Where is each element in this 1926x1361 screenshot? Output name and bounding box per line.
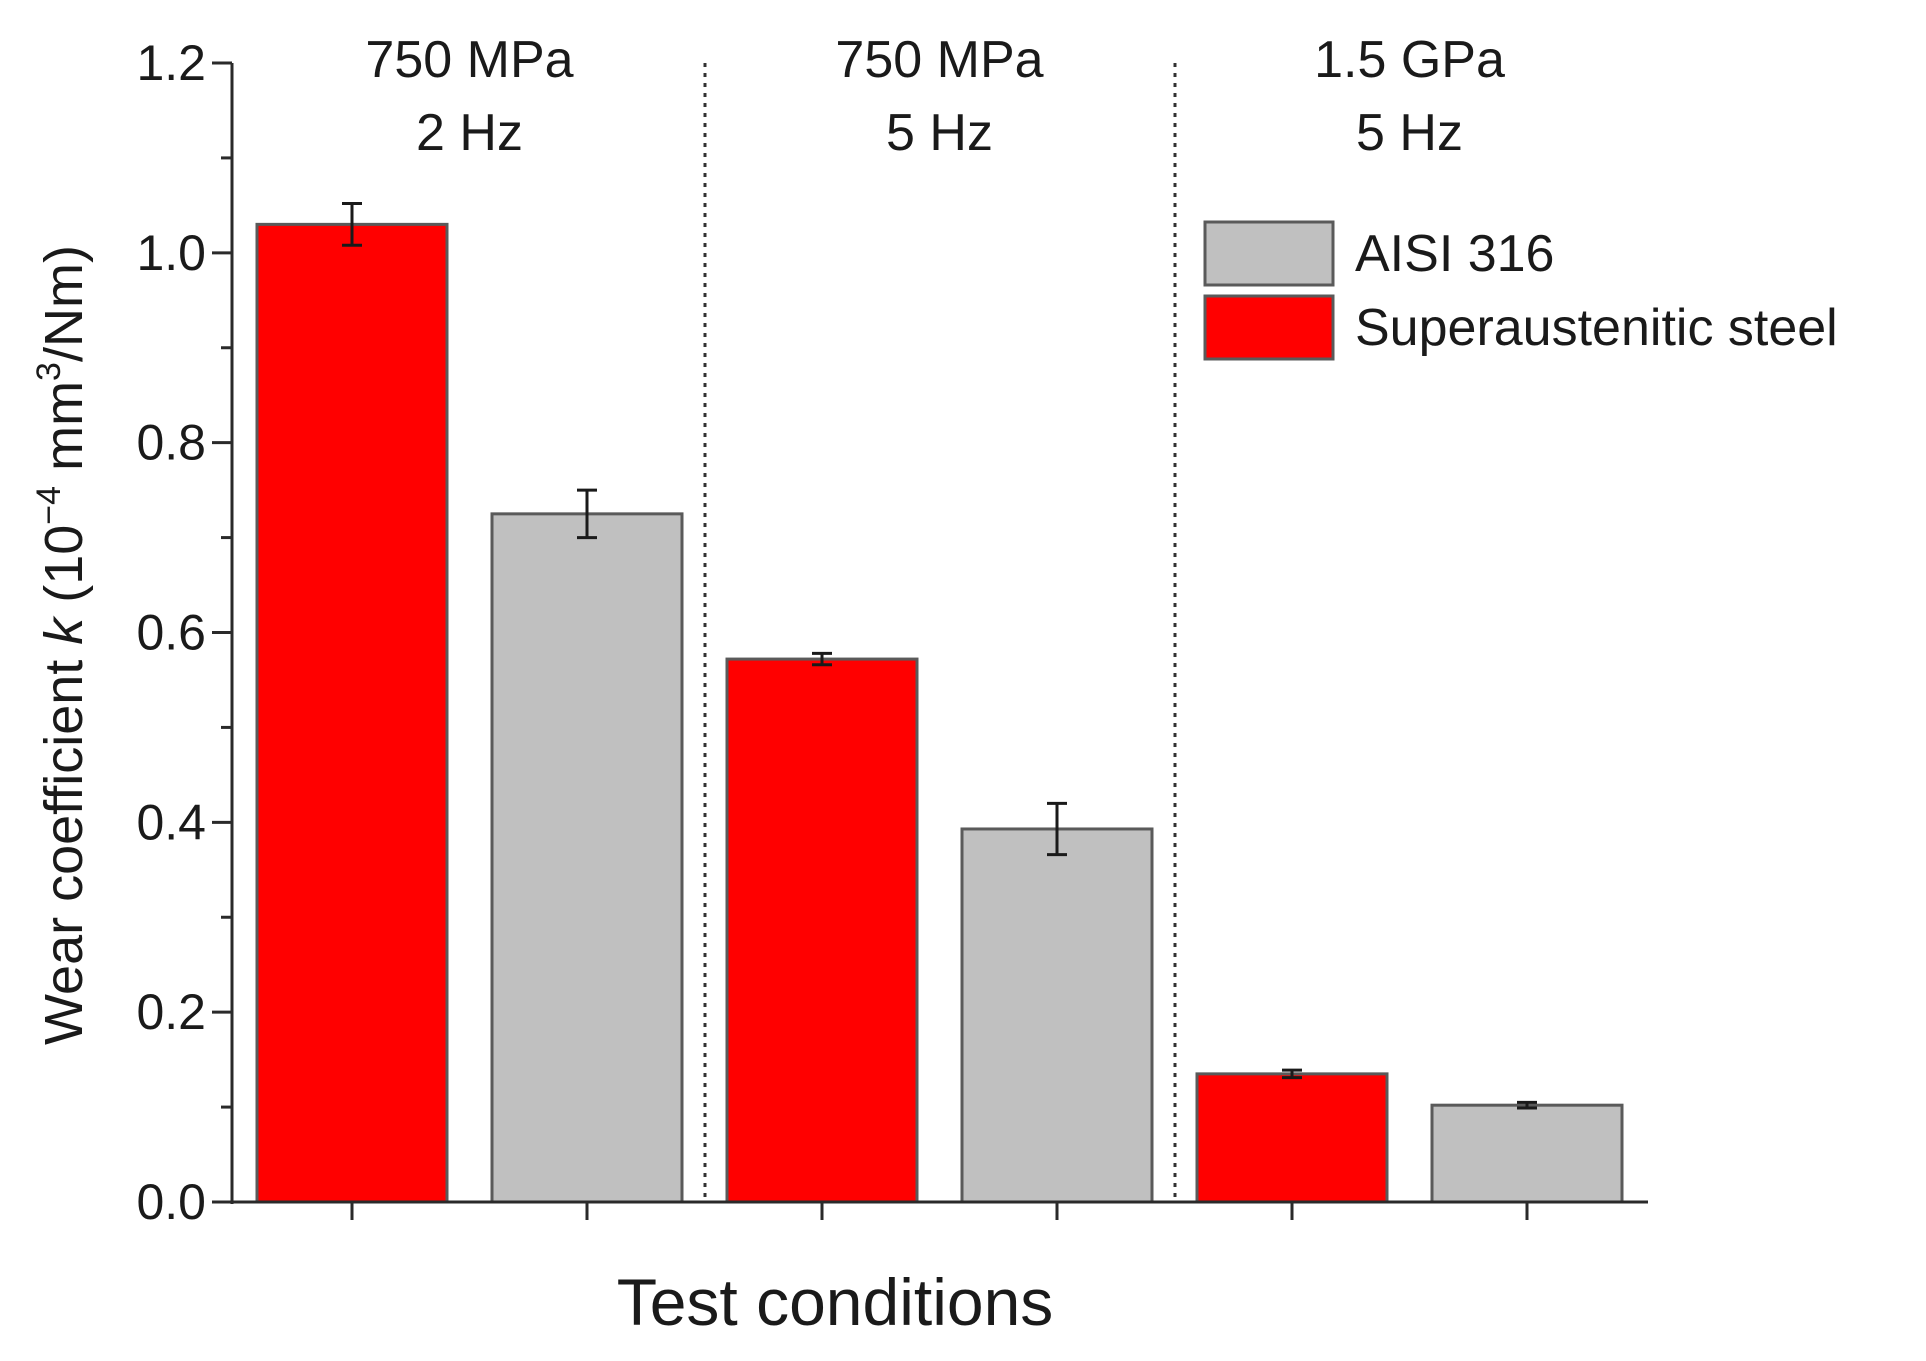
group-label-pressure: 750 MPa — [365, 31, 573, 89]
group-label-pressure: 750 MPa — [835, 31, 1043, 89]
y-axis-label-exp1: −4 — [30, 486, 68, 525]
y-tick-label: 0.0 — [136, 1174, 206, 1230]
y-tick-label: 0.6 — [136, 605, 206, 661]
y-axis-label-suffix: /Nm) — [34, 245, 94, 362]
legend-label-aisi-316: AISI 316 — [1355, 225, 1554, 283]
y-axis-label: Wear coefficient k (10−4 mm3/Nm) — [30, 245, 94, 1045]
y-tick-label: 0.8 — [136, 415, 206, 471]
y-tick-label: 0.2 — [136, 984, 206, 1040]
y-tick-label: 1.2 — [136, 35, 206, 91]
y-tick-label: 1.0 — [136, 225, 206, 281]
group-label-pressure: 1.5 GPa — [1314, 31, 1505, 89]
bar-superaustenitic-steel-group-3 — [1195, 1072, 1389, 1204]
group-label-frequency: 2 Hz — [416, 104, 523, 162]
bar-superaustenitic-steel-group-1 — [255, 222, 449, 1204]
x-axis-label: Test conditions — [617, 1265, 1054, 1339]
bar-superaustenitic-steel-group-2 — [725, 657, 919, 1204]
y-axis-label-variable: k — [34, 615, 94, 645]
legend-label-superaustenitic-steel: Superaustenitic steel — [1355, 299, 1838, 357]
legend-swatch-aisi-316 — [1203, 220, 1335, 287]
y-axis-label-pre-exp: (10 — [34, 525, 94, 618]
bar-aisi-316-group-3 — [1430, 1103, 1624, 1204]
bar-aisi-316-group-2 — [960, 827, 1154, 1204]
y-axis-label-prefix: Wear coefficient — [34, 645, 94, 1045]
group-label-frequency: 5 Hz — [886, 104, 993, 162]
bar-aisi-316-group-1 — [490, 512, 684, 1204]
y-axis-label-mid: mm — [34, 381, 94, 486]
y-tick-label: 0.4 — [136, 794, 206, 850]
legend-swatch-superaustenitic-steel — [1203, 294, 1335, 361]
group-label-frequency: 5 Hz — [1356, 104, 1463, 162]
y-axis-label-exp2: 3 — [30, 362, 68, 381]
